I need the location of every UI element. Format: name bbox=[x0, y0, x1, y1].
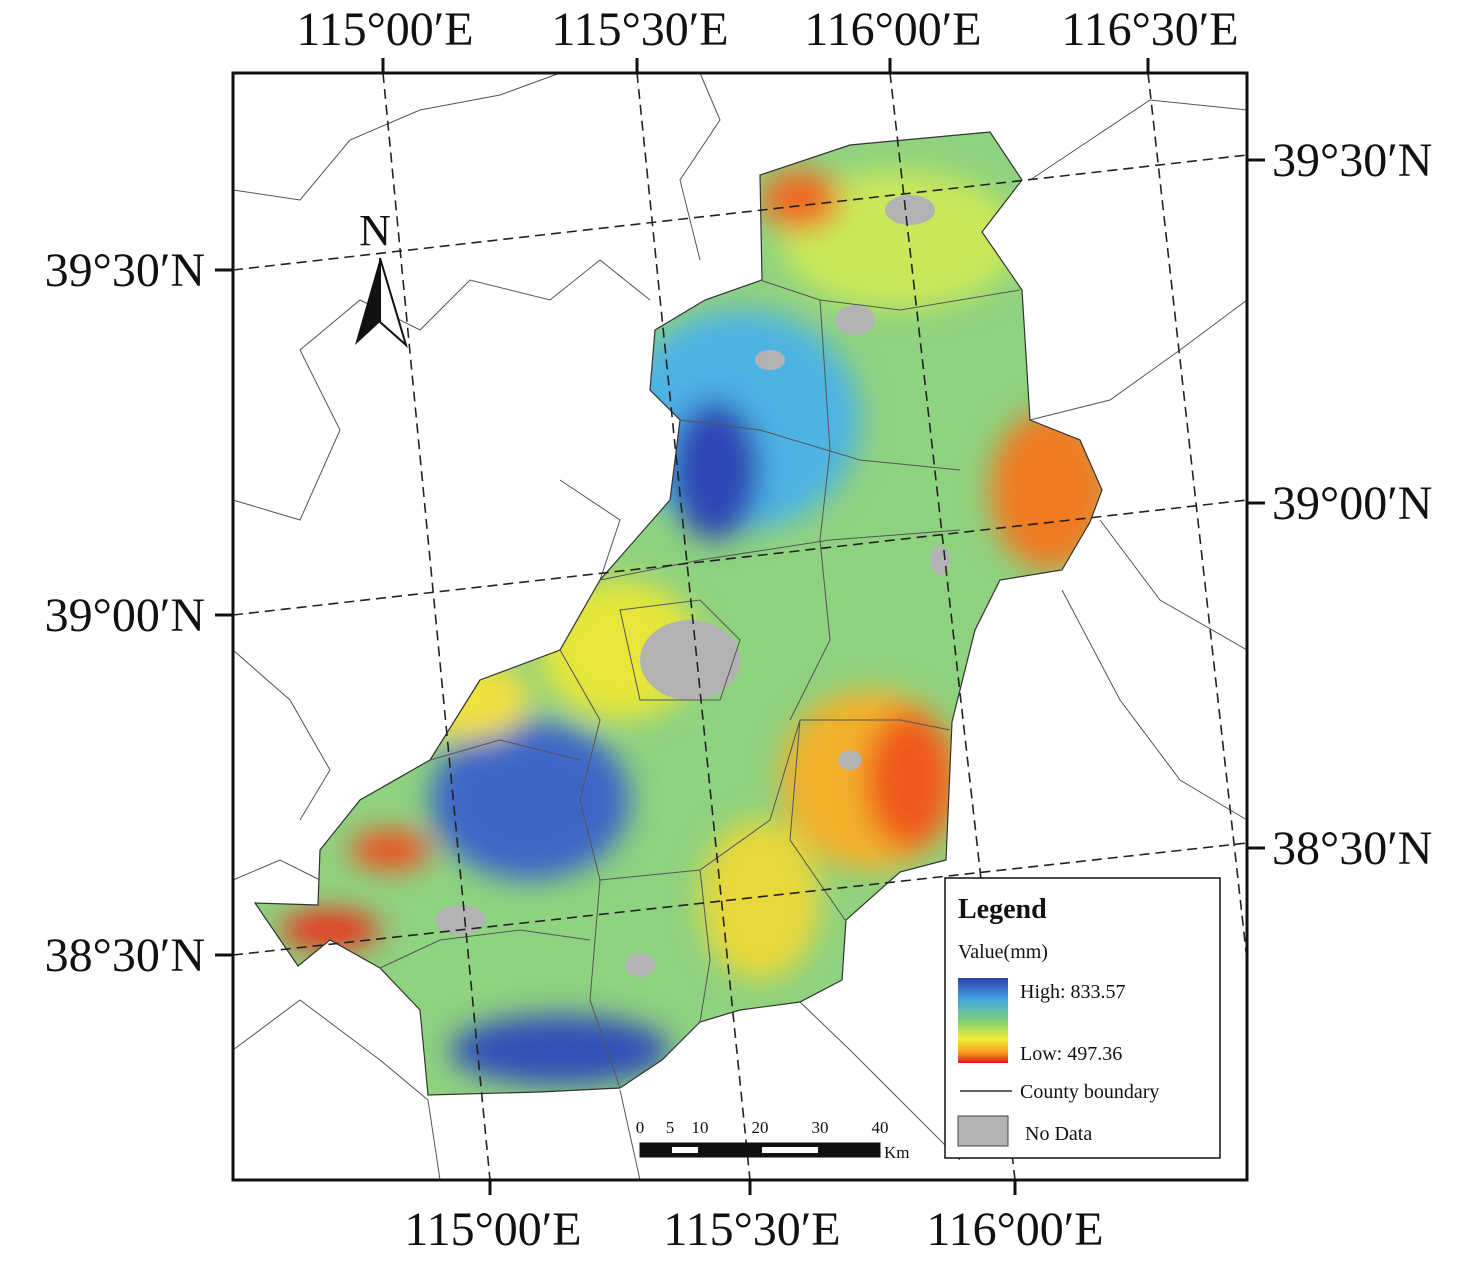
legend-nodata: No Data bbox=[1025, 1123, 1092, 1145]
scale-gap bbox=[762, 1147, 818, 1153]
top-label: 115°30′E bbox=[551, 3, 728, 56]
legend-low: Low: 497.36 bbox=[1020, 1043, 1122, 1065]
scale-label: 0 bbox=[636, 1118, 645, 1137]
north-arrow: N bbox=[355, 206, 408, 349]
bottom-label: 116°00′E bbox=[926, 1203, 1103, 1256]
legend-value-title: Value(mm) bbox=[958, 941, 1048, 963]
scale-segment bbox=[639, 1142, 671, 1158]
legend-ramp bbox=[958, 978, 1008, 1063]
bottom-label: 115°30′E bbox=[663, 1203, 840, 1256]
legend-title: Legend bbox=[958, 894, 1047, 925]
north-label: N bbox=[359, 206, 391, 255]
scale-gap bbox=[672, 1147, 698, 1153]
scale-segment bbox=[699, 1142, 761, 1158]
legend-county: County boundary bbox=[1020, 1081, 1159, 1103]
bottom-label: 115°00′E bbox=[404, 1203, 581, 1256]
scale-label: 20 bbox=[752, 1118, 769, 1137]
right-label: 38°30′N bbox=[1272, 822, 1432, 875]
scale-label: 10 bbox=[692, 1118, 709, 1137]
scale-label: 30 bbox=[812, 1118, 829, 1137]
top-label: 116°00′E bbox=[804, 3, 981, 56]
right-label: 39°30′N bbox=[1272, 134, 1432, 187]
scale-label: 5 bbox=[666, 1118, 675, 1137]
legend-high: High: 833.57 bbox=[1020, 981, 1126, 1003]
right-label: 39°00′N bbox=[1272, 477, 1432, 530]
frame-ticks bbox=[215, 58, 1265, 1195]
top-label: 115°00′E bbox=[296, 3, 473, 56]
left-label: 39°00′N bbox=[45, 589, 205, 642]
scale-label: 40 bbox=[872, 1118, 889, 1137]
top-label: 116°30′E bbox=[1061, 3, 1238, 56]
scale-segment bbox=[819, 1142, 881, 1158]
legend: Legend Value(mm) High: 833.57 Low: 497.3… bbox=[944, 877, 1221, 1159]
county-boundaries-inside bbox=[379, 279, 1021, 1089]
map-frame bbox=[231, 71, 1249, 1182]
scale-unit: Km bbox=[884, 1143, 910, 1162]
scale-bar: 0 5 10 20 30 40 Km bbox=[636, 1118, 910, 1162]
legend-nodata-symbol bbox=[957, 1115, 1009, 1147]
left-label: 38°30′N bbox=[45, 929, 205, 982]
left-label: 39°30′N bbox=[45, 244, 205, 297]
